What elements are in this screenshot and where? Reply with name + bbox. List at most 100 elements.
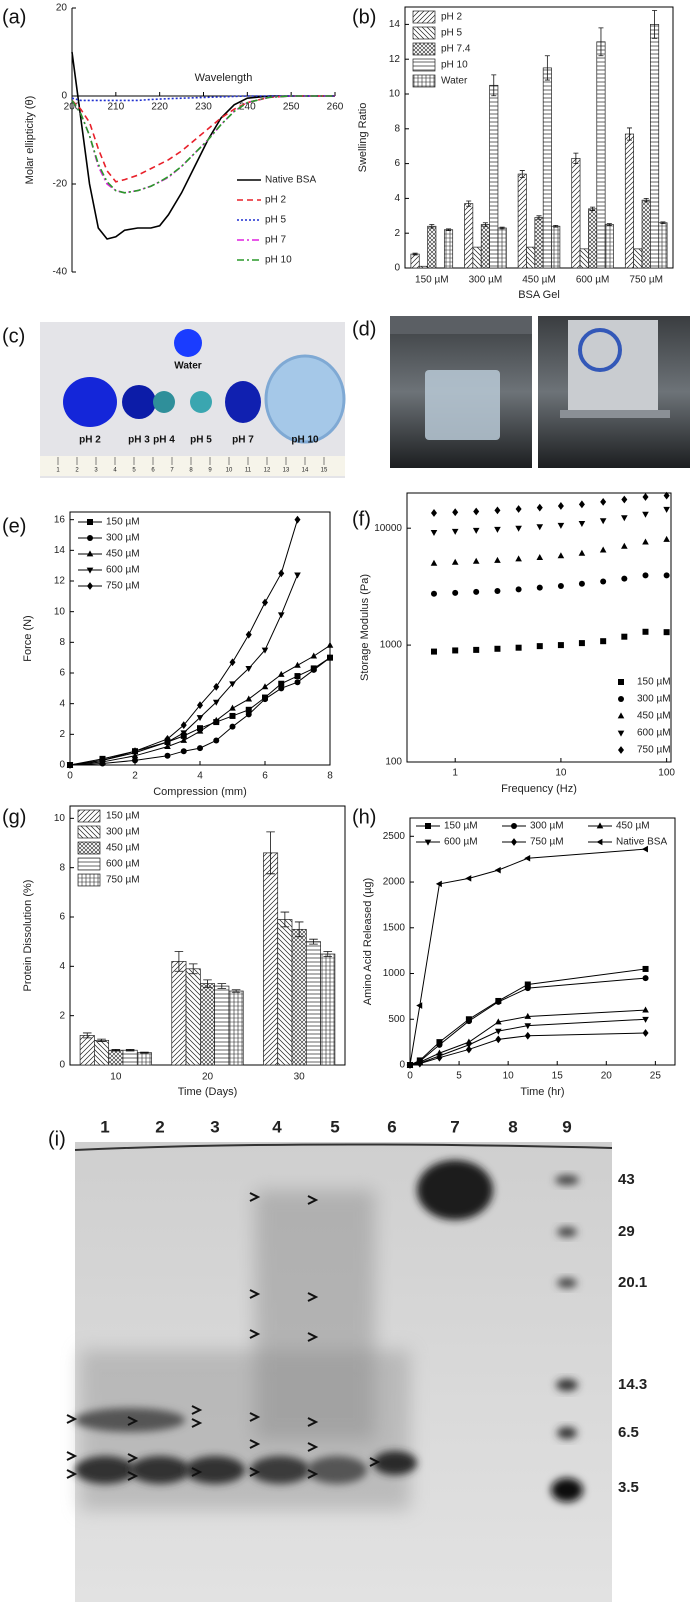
ladder-band <box>551 1478 583 1502</box>
gel-band <box>250 1456 310 1484</box>
bar <box>526 246 536 269</box>
data-point <box>465 1018 472 1025</box>
data-point <box>278 685 285 692</box>
bar <box>604 224 614 269</box>
y-axis-title: Amino Acid Released (µg) <box>362 878 374 1005</box>
legend-marker <box>511 838 517 846</box>
data-point <box>465 1042 473 1049</box>
bar <box>472 246 482 269</box>
sample-label: pH 4 <box>153 435 175 446</box>
data-point <box>494 588 501 595</box>
data-point <box>310 666 317 673</box>
y-tick-label: 14 <box>54 545 66 556</box>
x-tick-label: 10 <box>110 1072 122 1083</box>
legend-marker <box>87 519 93 525</box>
data-point <box>67 761 73 769</box>
data-point <box>452 647 459 654</box>
data-point <box>642 965 649 972</box>
y-axis-title: Molar ellipticity (θ) <box>24 96 36 185</box>
gel-sample <box>190 391 212 413</box>
data-point <box>245 706 252 713</box>
data-point <box>494 645 501 652</box>
mw-label: 14.3 <box>618 1376 647 1393</box>
y-tick-label: 6 <box>59 912 65 923</box>
gel-edge <box>74 1143 613 1151</box>
plot-frame <box>409 817 676 1066</box>
legend-swatch <box>412 58 436 72</box>
error-bar <box>499 226 505 230</box>
ruler-label: 9 <box>208 468 212 474</box>
y-tick-label: 2 <box>394 228 400 239</box>
ruler-label: 15 <box>321 468 328 474</box>
x-axis-title: Time (hr) <box>520 1086 564 1098</box>
bar <box>305 941 321 1066</box>
sample-label: pH 10 <box>291 435 319 446</box>
bar <box>214 985 230 1066</box>
error-bar <box>491 74 497 97</box>
gel-band <box>373 1451 417 1475</box>
data-point <box>197 745 203 752</box>
data-point <box>213 682 220 691</box>
data-point <box>261 647 269 654</box>
ruler-label: 1 <box>56 468 60 474</box>
data-point <box>642 1006 649 1013</box>
bar <box>291 928 307 1066</box>
data-point <box>229 681 236 688</box>
y-tick-label: -20 <box>53 179 68 190</box>
legend-label: 750 µM <box>530 837 564 848</box>
bar <box>410 253 420 269</box>
y-tick-label: 2000 <box>383 877 406 888</box>
photo-part <box>390 316 532 334</box>
data-point <box>262 598 268 607</box>
data-point <box>621 575 628 582</box>
data-point <box>536 524 544 531</box>
x-tick-label: 0 <box>67 771 73 782</box>
legend-marker <box>618 679 624 685</box>
error-bar <box>266 831 275 875</box>
error-bar <box>309 938 318 945</box>
legend-marker <box>425 823 431 829</box>
x-tick-label: 300 µM <box>469 275 503 286</box>
bar <box>633 248 643 269</box>
data-point <box>294 515 301 524</box>
x-tick-label: 100 <box>658 768 675 779</box>
legend-swatch <box>412 74 436 88</box>
sample-label: pH 5 <box>190 435 212 446</box>
legend-label: 600 µM <box>106 859 140 870</box>
legend-label: Water <box>441 76 468 87</box>
x-tick-label: 20 <box>202 1072 214 1083</box>
data-point <box>663 491 670 500</box>
x-axis-title: Time (Days) <box>178 1086 237 1098</box>
data-point <box>406 1061 413 1069</box>
data-point <box>495 1028 502 1035</box>
y-tick-label: 10 <box>54 813 66 824</box>
bar <box>320 953 336 1066</box>
lane-label: 1 <box>100 1117 109 1136</box>
legend-marker <box>86 567 94 574</box>
ruler-label: 10 <box>226 468 233 474</box>
series-line <box>71 95 335 102</box>
y-tick-label: 1500 <box>383 922 406 933</box>
series-line <box>69 519 298 766</box>
bar <box>263 852 279 1066</box>
data-point <box>436 1053 443 1062</box>
error-bar <box>652 10 658 39</box>
gel-i <box>66 1142 613 1602</box>
data-point <box>494 526 501 533</box>
x-axis-title: Compression (mm) <box>153 786 247 798</box>
data-point <box>494 506 501 515</box>
y-tick-label: 8 <box>59 862 65 873</box>
error-bar <box>553 224 559 228</box>
data-point <box>278 569 285 578</box>
x-axis-title: BSA Gel <box>518 289 560 301</box>
error-bar <box>590 206 596 211</box>
bar <box>122 1049 138 1066</box>
panel-label: (c) <box>2 325 25 347</box>
bar <box>418 265 428 269</box>
legend-label: pH 10 <box>441 60 468 71</box>
legend-label: 450 µM <box>106 843 140 854</box>
error-bar <box>82 1032 92 1039</box>
error-bar <box>203 979 212 988</box>
legend-label: pH 7 <box>265 235 287 246</box>
y-tick-label: 0 <box>59 760 65 771</box>
